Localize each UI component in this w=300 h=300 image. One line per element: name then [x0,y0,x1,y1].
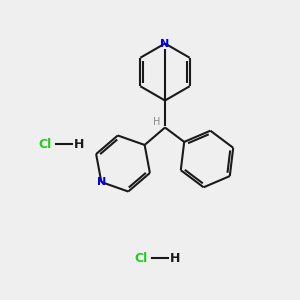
Text: H: H [170,251,181,265]
Text: N: N [97,177,106,187]
Text: Cl: Cl [134,251,148,265]
Text: Cl: Cl [38,137,52,151]
Text: H: H [153,117,160,127]
Text: N: N [160,38,169,49]
Text: H: H [74,137,85,151]
